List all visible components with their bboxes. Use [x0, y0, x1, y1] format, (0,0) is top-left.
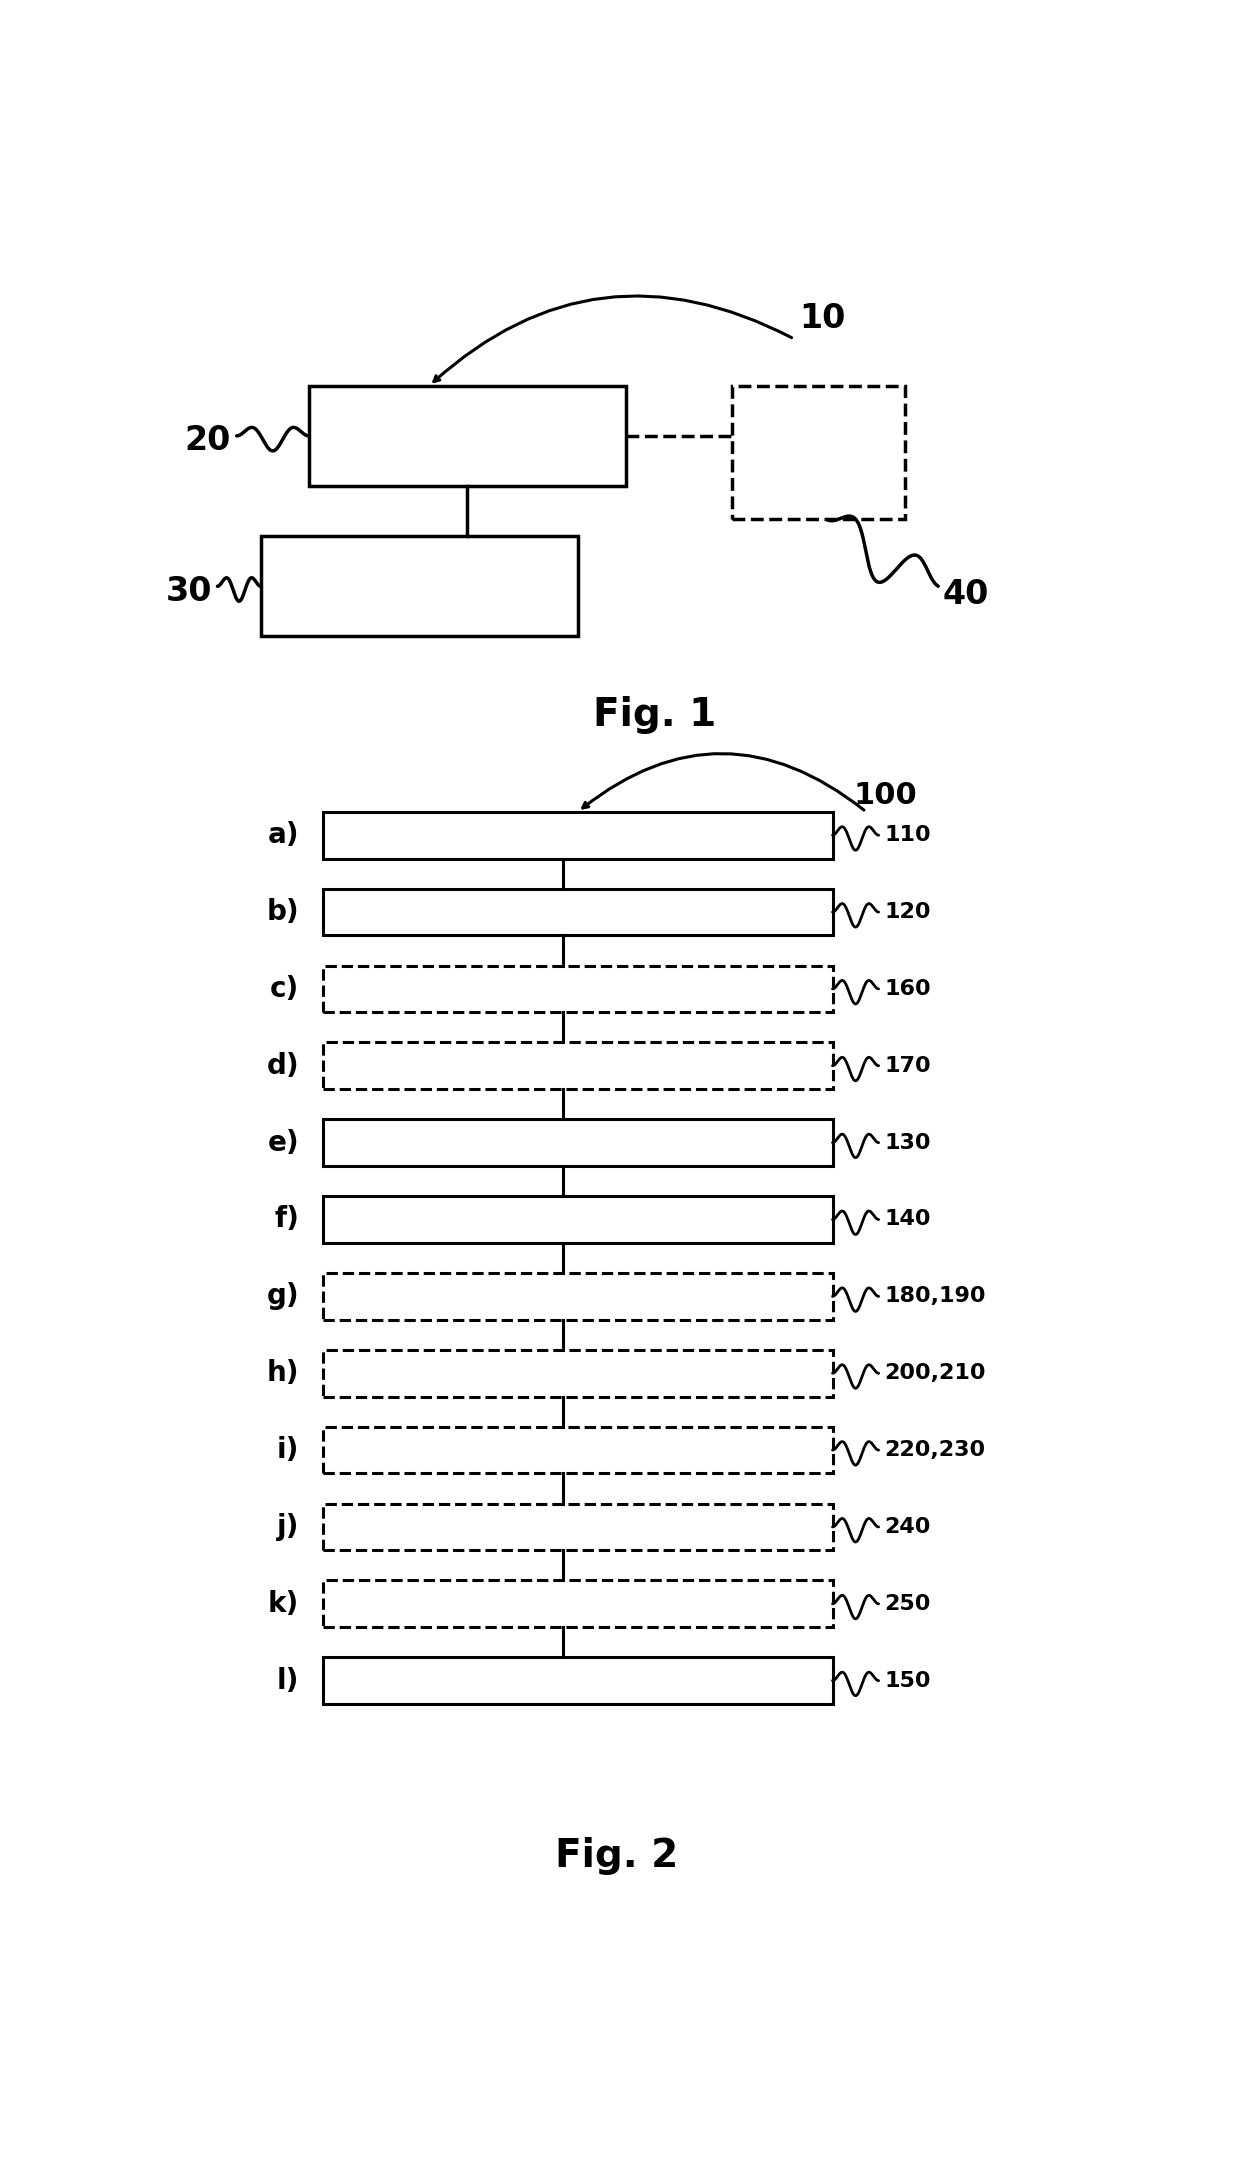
Text: i): i) [277, 1437, 299, 1465]
Text: 30: 30 [165, 575, 212, 608]
Bar [324, 890, 832, 935]
Text: 100: 100 [853, 781, 918, 809]
Text: a): a) [268, 820, 299, 848]
Bar [324, 1350, 832, 1397]
Text: l): l) [277, 1667, 299, 1695]
Text: 250: 250 [884, 1593, 931, 1614]
Text: 240: 240 [884, 1517, 931, 1536]
Text: h): h) [267, 1358, 299, 1387]
Bar [324, 1580, 832, 1628]
Bar [260, 536, 578, 636]
Text: e): e) [268, 1128, 299, 1157]
Text: d): d) [267, 1052, 299, 1081]
Text: 130: 130 [884, 1133, 931, 1152]
Bar [324, 1120, 832, 1165]
Bar [324, 1042, 832, 1089]
Bar [324, 1504, 832, 1549]
Bar [324, 812, 832, 859]
Bar [309, 386, 626, 486]
Text: c): c) [270, 974, 299, 1003]
Text: 170: 170 [884, 1057, 931, 1076]
Text: k): k) [268, 1591, 299, 1619]
Text: 150: 150 [884, 1671, 931, 1690]
Bar [324, 1426, 832, 1473]
Text: Fig. 1: Fig. 1 [593, 697, 717, 733]
Text: 10: 10 [800, 302, 846, 336]
Bar [324, 1658, 832, 1703]
Text: g): g) [267, 1282, 299, 1311]
Text: 180,190: 180,190 [884, 1287, 986, 1306]
Text: b): b) [267, 898, 299, 927]
Bar [324, 966, 832, 1011]
Bar [324, 1196, 832, 1243]
Text: 40: 40 [942, 577, 990, 612]
Text: 20: 20 [185, 425, 231, 458]
Text: f): f) [274, 1207, 299, 1233]
Text: 110: 110 [884, 825, 931, 844]
Text: 140: 140 [884, 1209, 931, 1230]
Text: Fig. 2: Fig. 2 [554, 1838, 678, 1875]
Text: 220,230: 220,230 [884, 1441, 986, 1460]
Bar [732, 386, 905, 519]
Text: 160: 160 [884, 979, 931, 998]
Text: 120: 120 [884, 903, 931, 922]
Text: 200,210: 200,210 [884, 1363, 986, 1382]
Bar [324, 1274, 832, 1319]
Text: j): j) [277, 1512, 299, 1541]
